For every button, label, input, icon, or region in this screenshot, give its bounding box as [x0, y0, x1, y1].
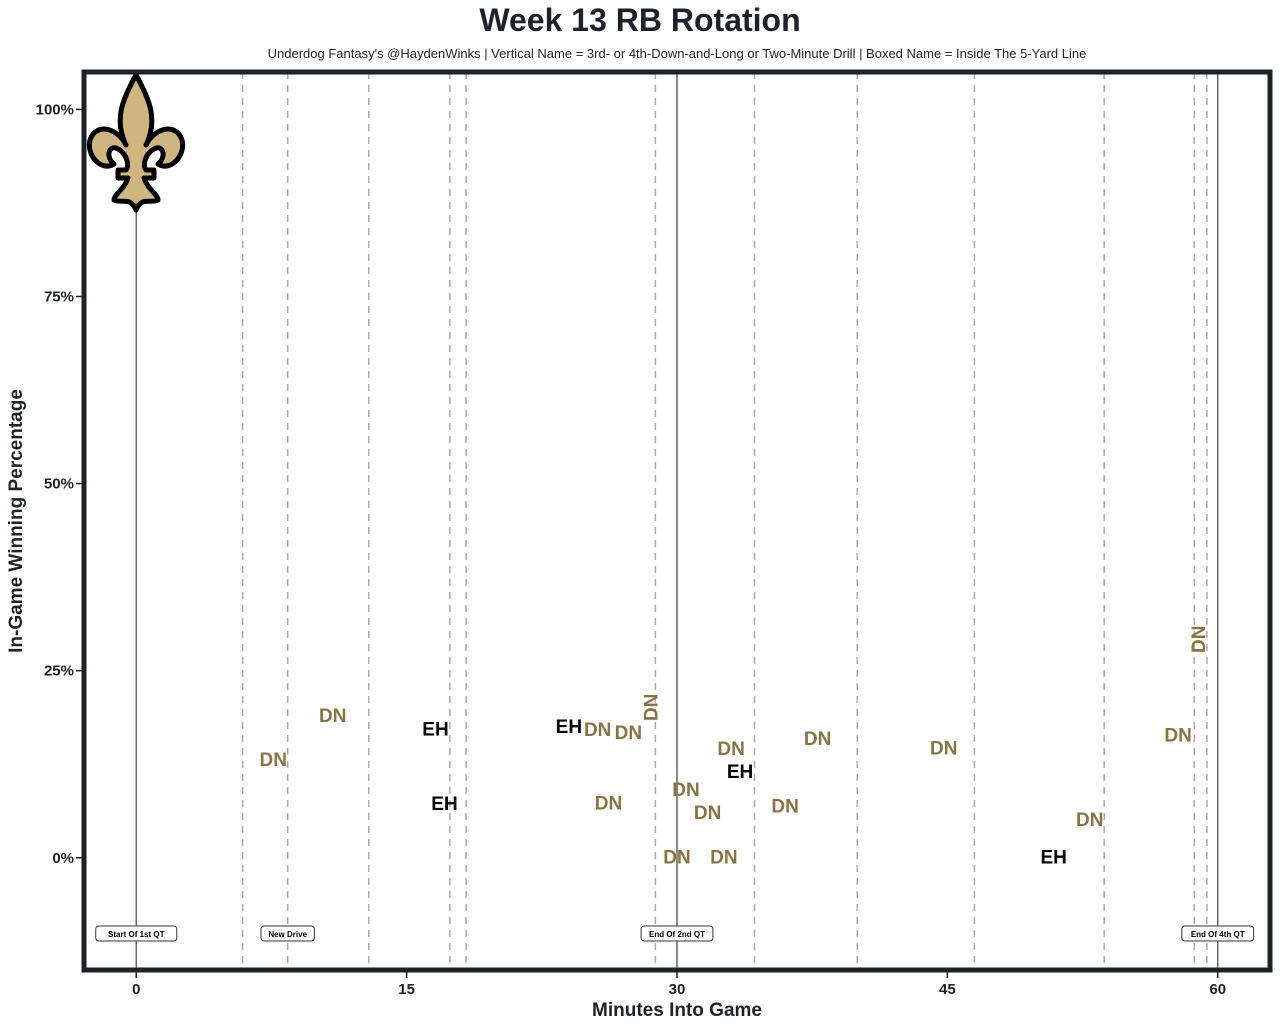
point-label-eh: EH [431, 794, 457, 815]
point-label-dn: DN [319, 706, 346, 727]
point-label-dn: DN [1189, 626, 1210, 653]
x-tick-label: 45 [939, 981, 956, 998]
point-label-wrapper: DN [771, 796, 798, 817]
point-label-eh: EH [556, 717, 582, 738]
svg-text:New Drive: New Drive [268, 930, 307, 939]
point-label-wrapper: DN [710, 847, 737, 868]
point-label-eh: EH [422, 719, 448, 740]
point-label-wrapper: DN [1164, 725, 1191, 746]
point-label-dn: DN [260, 750, 287, 771]
point-label-wrapper: DN [615, 723, 642, 744]
point-label-dn: DN [672, 780, 699, 801]
point-label-wrapper: DN [672, 780, 699, 801]
point-label-dn: DN [930, 739, 957, 760]
svg-text:End Of 2nd QT: End Of 2nd QT [649, 930, 705, 939]
svg-text:Start Of 1st QT: Start Of 1st QT [108, 930, 165, 939]
point-label-wrapper: EH [422, 719, 448, 740]
point-label-wrapper: DN [930, 739, 957, 760]
point-label-dn: DN [804, 729, 831, 750]
y-tick-label: 50% [44, 476, 74, 493]
annotation-label: Start Of 1st QT [95, 925, 178, 942]
point-label-dn: DN [641, 694, 662, 721]
point-label-wrapper: DN [694, 803, 721, 824]
point-label-wrapper: EH [431, 794, 457, 815]
point-label-dn: DN [1164, 725, 1191, 746]
annotation-label: End Of 2nd QT [640, 925, 714, 942]
plot-frame [81, 69, 1273, 973]
y-tick-label: 75% [44, 289, 74, 306]
point-label-wrapper: DN [595, 793, 622, 814]
point-label-wrapper: DN [663, 847, 690, 868]
point-label-wrapper: DN [1076, 810, 1103, 831]
point-label-wrapper: DN [804, 729, 831, 750]
chart-title: Week 13 RB Rotation [479, 2, 801, 38]
saints-fleur-de-lis-logo [86, 72, 186, 213]
point-label-dn: DN [595, 793, 622, 814]
point-label-wrapper: DN [260, 750, 287, 771]
annotation-label: End Of 4th QT [1181, 925, 1255, 942]
x-tick-label: 60 [1209, 981, 1226, 998]
point-label-eh: EH [1041, 847, 1067, 868]
x-tick-label: 15 [398, 981, 415, 998]
point-label-wrapper: DN [1189, 626, 1210, 653]
annotation-label: New Drive [260, 925, 315, 942]
point-label-dn: DN [710, 847, 737, 868]
point-label-wrapper: EH [556, 717, 582, 738]
point-label-wrapper: DN [319, 706, 346, 727]
point-label-wrapper: EH [727, 762, 753, 783]
y-axis-label: In-Game Winning Percentage [6, 389, 27, 653]
point-label-wrapper: DN [717, 739, 744, 760]
point-label-eh: EH [727, 762, 753, 783]
point-label-wrapper: EH [1041, 847, 1067, 868]
svg-text:End Of 4th QT: End Of 4th QT [1191, 930, 1245, 939]
y-tick-label: 100% [36, 101, 74, 118]
point-label-dn: DN [771, 796, 798, 817]
x-axis-label: Minutes Into Game [592, 1000, 762, 1021]
point-label-dn: DN [615, 723, 642, 744]
x-tick-label: 30 [669, 981, 686, 998]
y-tick-label: 25% [44, 663, 74, 680]
point-label-dn: DN [663, 847, 690, 868]
point-label-wrapper: DN [641, 694, 662, 721]
y-tick-label: 0% [52, 850, 74, 867]
point-label-dn: DN [584, 720, 611, 741]
x-tick-label: 0 [132, 981, 140, 998]
chart-subtitle: Underdog Fantasy's @HaydenWinks | Vertic… [267, 46, 1087, 61]
point-label-dn: DN [717, 739, 744, 760]
point-label-dn: DN [694, 803, 721, 824]
point-label-wrapper: DN [584, 720, 611, 741]
point-label-dn: DN [1076, 810, 1103, 831]
